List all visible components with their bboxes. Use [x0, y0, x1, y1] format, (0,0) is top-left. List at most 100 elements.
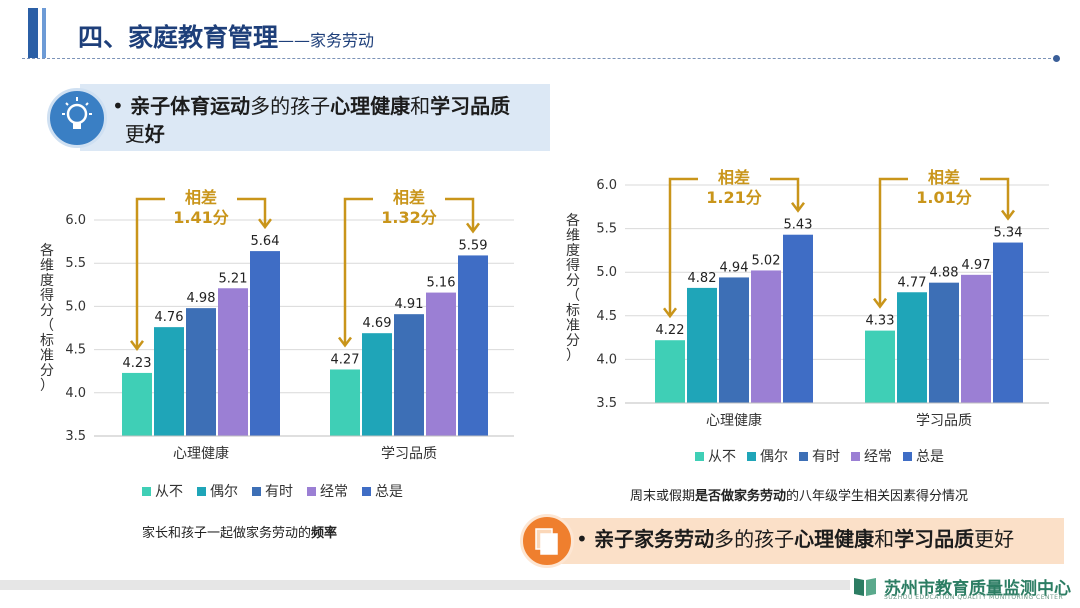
data-label: 4.88: [930, 266, 959, 281]
bar: [865, 330, 895, 403]
bar: [122, 372, 152, 436]
diff-annotation-label: 相差: [393, 188, 425, 207]
diff-annotation-label: 相差: [718, 168, 750, 187]
diff-arrowhead: [1001, 209, 1015, 221]
data-label: 4.97: [962, 258, 991, 273]
top-banner-part: 更: [124, 122, 145, 146]
diff-annotation-label: 相差: [185, 188, 217, 207]
data-label: 5.02: [752, 253, 781, 268]
x-tick-label: 学习品质: [381, 446, 437, 462]
diff-annotation-value: 1.21分: [706, 188, 761, 207]
top-banner-part: 心理健康: [330, 94, 411, 118]
y-tick-label: 3.5: [65, 429, 86, 444]
diff-bracket-left: [668, 177, 698, 317]
footer-bar: [0, 580, 850, 590]
legend-label: 偶尔: [760, 449, 788, 465]
legend-swatch: [695, 452, 704, 461]
right-chart-caption: 周末或假期是否做家务劳动的八年级学生相关因素得分情况: [630, 485, 968, 504]
diff-bracket-right: [445, 197, 475, 232]
diff-annotation-value: 1.41分: [173, 208, 228, 227]
legend-swatch: [747, 452, 756, 461]
x-tick-label: 心理健康: [706, 412, 762, 429]
legend-label: 经常: [864, 449, 892, 465]
y-axis-label-char: 度: [40, 273, 54, 289]
y-axis-label-char: 维: [40, 258, 54, 274]
bar: [250, 251, 280, 436]
logo-name: 苏州市教育质量监测中心: [884, 579, 1071, 599]
legend-swatch: [362, 487, 371, 496]
top-banner-part: 好: [144, 122, 165, 146]
y-axis-label-char: 度: [566, 243, 580, 259]
caption-part: 家长和孩子一起做家务劳动的: [142, 526, 312, 541]
diff-annotation-label: 相差: [928, 168, 960, 187]
x-tick-label: 心理健康: [173, 445, 229, 462]
diff-arrowhead: [663, 307, 677, 319]
y-tick-label: 4.5: [596, 309, 617, 324]
top-banner-text: • 亲子体育运动多的孩子心理健康和学习品质 更好: [112, 94, 511, 146]
y-tick-label: 5.0: [65, 299, 86, 314]
bar: [458, 255, 488, 436]
y-tick-label: 4.0: [596, 352, 617, 367]
bar: [897, 292, 927, 403]
bar: [426, 292, 456, 436]
legend-label: 有时: [812, 449, 840, 465]
diff-bracket-right: [980, 177, 1010, 219]
diff-bracket-right: [770, 177, 800, 211]
bar: [655, 340, 685, 403]
data-label: 5.43: [784, 218, 813, 233]
data-label: 5.34: [994, 226, 1023, 241]
diff-arrowhead: [873, 297, 887, 309]
data-label: 5.59: [459, 238, 488, 253]
diff-annotation-value: 1.01分: [916, 188, 971, 207]
diff-annotation-value: 1.32分: [381, 208, 436, 227]
left-chart-caption: 家长和孩子一起做家务劳动的频率: [142, 522, 337, 541]
legend-swatch: [142, 487, 151, 496]
y-axis-label-char: 分: [566, 333, 580, 349]
diff-bracket-left: [878, 177, 908, 307]
lightbulb-icon: [47, 88, 107, 148]
y-axis-label-char: ）: [40, 378, 54, 394]
page-title-main: 四、家庭教育管理: [78, 23, 279, 52]
logo-subtitle: SUZHOU EDUCATION QUALITY MONITORING CENT…: [884, 594, 1064, 601]
top-banner-part: 和: [410, 94, 431, 118]
bar: [929, 282, 959, 403]
y-tick-label: 4.0: [65, 386, 86, 401]
x-tick-label: 学习品质: [916, 413, 972, 429]
page-title: 四、家庭教育管理——家务劳动: [78, 18, 374, 54]
data-label: 4.33: [866, 314, 895, 329]
diff-bracket-left: [343, 197, 373, 346]
documents-icon: [520, 514, 574, 568]
caption-part: 周末或假期: [630, 489, 696, 504]
diff-arrowhead: [258, 218, 272, 230]
legend-label: 总是: [375, 484, 403, 500]
legend-label: 经常: [320, 484, 348, 500]
data-label: 4.23: [123, 356, 152, 371]
data-label: 5.21: [219, 271, 248, 286]
data-label: 4.98: [187, 291, 216, 306]
legend-swatch: [903, 452, 912, 461]
legend-label: 从不: [155, 484, 183, 500]
bar: [154, 327, 184, 436]
y-axis-label-char: 各: [566, 213, 580, 229]
y-axis-label-char: （: [40, 318, 54, 334]
diff-bracket-right: [237, 197, 267, 228]
legend-swatch: [799, 452, 808, 461]
y-axis-label-char: 分: [566, 273, 580, 289]
y-axis-label-char: 准: [566, 318, 580, 334]
y-axis-label-char: 标: [566, 303, 580, 319]
bottom-banner-part: 亲子家务劳动: [594, 527, 715, 551]
y-tick-label: 5.5: [596, 222, 617, 237]
y-tick-label: 5.5: [65, 256, 86, 271]
bottom-banner: [556, 518, 1064, 564]
legend-label: 有时: [265, 484, 293, 500]
diff-arrowhead: [130, 340, 144, 352]
bar: [186, 308, 216, 436]
data-label: 4.91: [395, 297, 424, 312]
y-axis-label-char: 分: [40, 303, 54, 319]
bar: [362, 333, 392, 436]
legend-label: 总是: [916, 449, 944, 465]
title-divider-dot: [1053, 55, 1060, 62]
bar: [961, 274, 991, 403]
legend-swatch: [307, 487, 316, 496]
legend-label: 从不: [708, 449, 736, 465]
